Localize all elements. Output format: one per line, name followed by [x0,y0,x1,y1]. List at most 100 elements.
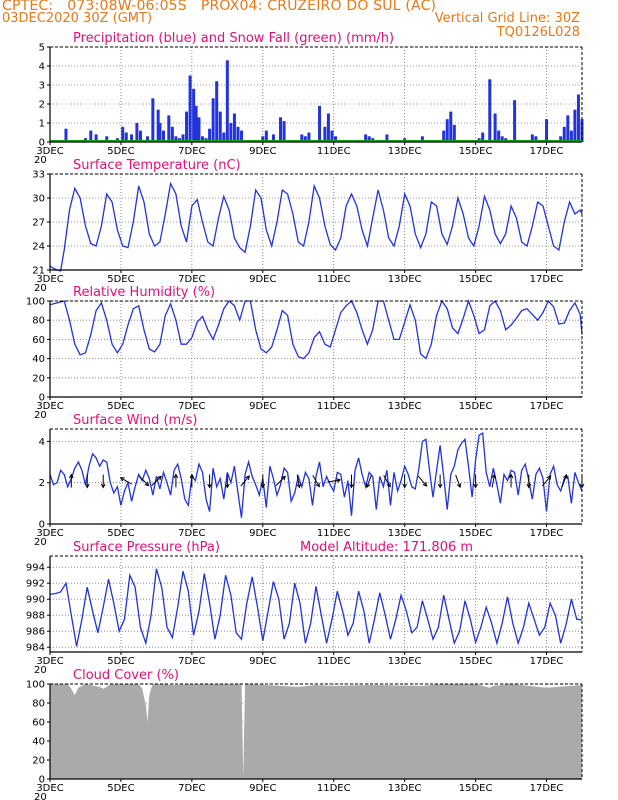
x-tick-label: 7DEC [178,656,205,667]
x-tick-label: 9DEC [249,274,276,285]
precip-bar [318,105,322,142]
x-tick-label: 13DEC [388,146,422,157]
wind-arrow-head [526,483,532,489]
wind-arrow [275,476,286,486]
precip-bar [161,130,165,142]
wind-arrow [383,475,391,487]
y-tick-label: 990 [26,595,45,606]
y-tick-label: 24 [32,242,45,253]
precip-bar [156,109,160,142]
y-tick-label: 80 [32,699,45,710]
y-tick-label: 0 [39,393,45,404]
wind-arrow [296,474,300,488]
wind-arrow [455,474,461,488]
x-tick-label: 7DEC [178,274,205,285]
panel-title: Cloud Cover (%) [73,668,179,683]
precip-bar [562,126,566,142]
header-grid-line-info: Vertical Grid Line: 30Z [434,11,580,26]
wind-arrow-head [296,483,302,489]
wind-arrow-head [456,483,462,489]
y-tick-label: 100 [26,297,45,308]
x-tick-label: 17DEC [530,656,564,667]
precip-bar [121,126,125,142]
x-tick-label: 11DEC [317,656,351,667]
precip-bar [364,134,368,142]
wind-arrow [561,474,567,488]
precip-bar [240,130,244,142]
year-fragment: 20 [34,410,47,421]
precip-bar [146,136,150,142]
series-line [49,568,583,647]
wind-arrow [240,475,250,487]
series-line [49,432,583,518]
precip-bar [326,113,330,142]
precip-bar [334,136,338,142]
precip-bar [89,130,93,142]
wind-arrow [312,475,320,487]
x-tick-label: 11DEC [317,783,351,794]
wind-arrow-head [386,482,391,488]
wind-arrow-head [245,475,250,481]
wind-arrow-head [508,473,514,479]
wind-arrow-head [579,483,585,489]
year-fragment: 20 [34,792,47,800]
x-tick-label: 17DEC [530,274,564,285]
precip-bar [236,126,240,142]
wind-arrow-head [437,483,443,489]
precip-bar [300,134,304,142]
precip-bar [218,111,222,142]
y-tick-label: 0 [39,138,45,149]
panel-subtitle: Model Altitude: 171.806 m [300,540,473,555]
year-fragment: 20 [34,283,47,294]
x-tick-label: 3DEC [36,528,63,539]
y-tick-label: 5 [39,43,45,54]
x-tick-label: 17DEC [530,401,564,412]
series-line [49,181,583,272]
y-tick-label: 80 [32,316,45,327]
x-tick-label: 15DEC [459,274,493,285]
precip-bar [534,136,538,142]
wind-arrow-head [224,483,230,489]
panel-title: Surface Pressure (hPa) [73,540,220,555]
y-tick-label: 988 [26,611,45,622]
header-model-id: TQ0126L028 [496,25,580,40]
wind-arrow-head [173,473,179,479]
x-tick-label: 13DEC [388,401,422,412]
wind-arrow-head [315,482,320,488]
precip-bar [513,100,517,142]
y-tick-label: 0 [39,520,45,531]
y-tick-label: 2 [39,100,45,111]
precip-bar [442,130,446,142]
precip-bar [215,81,219,142]
panel-title: Precipitation (blue) and Snow Fall (gree… [73,31,394,46]
y-tick-label: 21 [32,266,45,277]
precip-bar [330,130,334,142]
precip-bar [208,128,212,142]
precip-bar [367,136,371,142]
x-tick-label: 15DEC [459,146,493,157]
y-tick-label: 1 [39,119,45,130]
precip-bar [385,134,389,142]
y-tick-label: 984 [26,643,45,654]
x-tick-label: 9DEC [249,146,276,157]
wind-arrow-head [546,475,552,481]
wind-arrow [139,476,149,486]
precip-bar [158,123,162,142]
x-tick-label: 9DEC [249,528,276,539]
precip-bar [124,132,128,142]
x-tick-label: 3DEC [36,656,63,667]
precip-bar [130,134,134,142]
y-tick-label: 4 [39,437,45,448]
wind-arrow-head [157,475,162,481]
precip-bar [167,115,171,142]
x-tick-label: 3DEC [36,783,63,794]
y-tick-label: 20 [32,756,45,767]
x-tick-label: 5DEC [107,274,134,285]
precip-bar [452,124,456,142]
y-tick-label: 100 [26,680,45,691]
precip-bar [232,113,236,142]
wind-arrow-head [68,473,74,479]
x-tick-label: 3DEC [36,146,63,157]
precip-bar [279,117,283,142]
wind-arrow-head [144,481,150,487]
